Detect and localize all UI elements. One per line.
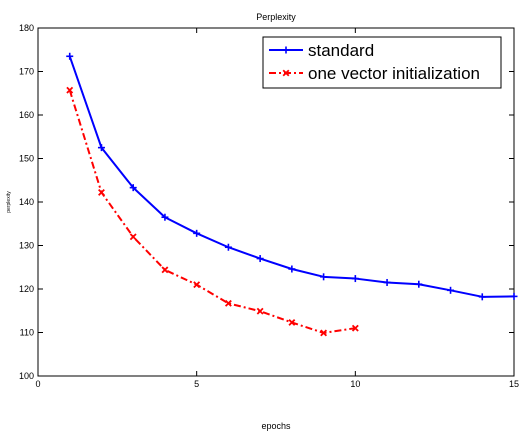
series-1-point [256,255,264,263]
series-2-point [98,188,105,196]
x-axis-title: epochs [261,421,291,431]
legend-label-2: one vector initialization [308,64,480,83]
legend-marker-2 [282,69,290,77]
series-1-point [383,278,391,286]
legend-marker-1 [282,46,290,54]
series-2-point [256,307,264,315]
series-2-point [66,86,74,94]
y-tick-label: 160 [19,110,34,120]
y-tick-label: 130 [19,241,34,251]
y-axis-title: perplexity [6,191,12,213]
x-tick-label: 0 [35,379,40,389]
x-tick-label: 5 [194,379,199,389]
series-2-point [161,266,169,274]
series-1-point [447,286,455,294]
y-tick-label: 100 [19,371,34,381]
series-1-point [193,229,201,237]
series-1-point [320,273,328,281]
y-tick-label: 120 [19,284,34,294]
series-2-point [320,329,328,337]
series-1-point [288,265,296,273]
chart-title: Perplexity [256,12,296,22]
series-1-point [415,280,423,288]
series-line-2 [68,89,356,334]
series-1-point [161,213,169,221]
series-1-point [97,144,105,152]
y-tick-label: 170 [19,67,34,77]
series-line-1 [68,55,515,298]
series-2-point [129,233,137,241]
series-1-point [129,184,137,192]
series-2-point [351,324,359,332]
y-tick-label: 140 [19,197,34,207]
series-2-point [224,299,232,307]
series-2-point [193,281,201,289]
y-tick-label: 180 [19,23,34,33]
series-1-point [478,293,486,301]
series-1-point [224,243,232,251]
y-tick-label: 150 [19,154,34,164]
x-tick-label: 10 [350,379,360,389]
series-1-point [66,52,74,60]
series-2-point [288,319,296,326]
legend-label-1: standard [308,41,374,60]
x-tick-label: 15 [509,379,519,389]
legend-box [262,36,502,89]
y-tick-label: 110 [20,328,34,338]
series-1-point [351,275,359,283]
series-1-point [510,292,518,300]
